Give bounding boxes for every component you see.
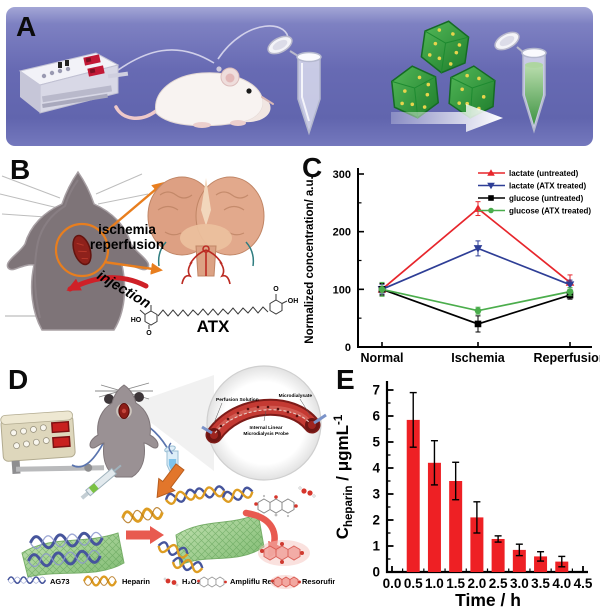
ampliflu-icon bbox=[197, 576, 227, 588]
microdialysis-probe-inset: Perfusion Solution Microdialysate Intern… bbox=[201, 365, 327, 481]
nanosheet-product-icon bbox=[175, 512, 265, 566]
svg-text:7: 7 bbox=[372, 383, 380, 398]
inset-probe-label-line1: Internal Linear bbox=[249, 425, 282, 431]
panel-b-label: B bbox=[10, 154, 31, 185]
line-chart-svg: 0 100 200 300 Normal Ischemia Reperfusion Norma… bbox=[304, 168, 600, 365]
resorufin-icon bbox=[258, 540, 310, 566]
svg-text:0.0: 0.0 bbox=[383, 576, 402, 591]
atx-name-label: ATX bbox=[197, 317, 230, 336]
legend-label: Resorufin bbox=[302, 577, 335, 586]
legend-label: Ampliflu Red bbox=[230, 577, 277, 586]
svg-text:4.5: 4.5 bbox=[574, 576, 593, 591]
svg-text:4.0: 4.0 bbox=[552, 576, 571, 591]
atx-ho-label: HO bbox=[131, 317, 142, 324]
inset-probe-label-line2: Microdialysis Probe bbox=[243, 431, 289, 437]
svg-text:3.5: 3.5 bbox=[531, 576, 550, 591]
panel-d-label: D bbox=[8, 364, 29, 395]
svg-text:100: 100 bbox=[333, 284, 351, 296]
svg-text:5: 5 bbox=[372, 435, 380, 450]
legend-item-heparin: Heparin bbox=[82, 575, 150, 587]
panel-a-label: A bbox=[16, 11, 37, 42]
mouse-head-icon bbox=[0, 170, 150, 331]
ischemia-label-line1: ischemia bbox=[98, 222, 156, 237]
expansion-arrows bbox=[102, 182, 165, 275]
collection-tube-empty-icon bbox=[267, 35, 322, 136]
blue-helix-icon bbox=[7, 576, 47, 585]
inset-perfusion-label: Perfusion Solution bbox=[216, 397, 259, 403]
atx-structure: HO O O OH ATX bbox=[131, 286, 299, 337]
svg-text:0.5: 0.5 bbox=[404, 576, 423, 591]
mof-crystal-icon bbox=[420, 20, 470, 74]
legend-item-ampliflu: Ampliflu Red bbox=[197, 576, 277, 588]
ampliflu-red-icon bbox=[254, 494, 298, 518]
svg-text:200: 200 bbox=[333, 227, 351, 239]
svg-text:4: 4 bbox=[372, 461, 380, 476]
atx-o-left-label: O bbox=[146, 330, 152, 337]
mouse-top-icon bbox=[89, 382, 159, 478]
h2o2-icon bbox=[163, 577, 179, 587]
svg-text:glucose (ATX treated): glucose (ATX treated) bbox=[509, 207, 591, 216]
svg-text:1: 1 bbox=[372, 539, 380, 554]
svg-text:3.0: 3.0 bbox=[510, 576, 529, 591]
legend-label: AG73 bbox=[50, 577, 70, 586]
svg-text:lactate (ATX treated): lactate (ATX treated) bbox=[509, 182, 587, 191]
atx-o-right-label: O bbox=[273, 286, 279, 293]
down-arrow-icon bbox=[156, 463, 185, 499]
panel-b-illustration: ischemia reperfusion injection HO O O OH… bbox=[0, 170, 299, 337]
svg-text:2.5: 2.5 bbox=[489, 576, 508, 591]
svg-text:Reperfusion: Reperfusion bbox=[534, 351, 600, 365]
svg-text:0: 0 bbox=[345, 342, 351, 354]
orange-helix-icon bbox=[82, 575, 118, 587]
reaction-arrow-icon bbox=[126, 526, 164, 544]
panel-e-label: E bbox=[336, 364, 355, 395]
svg-text:Cheparin / μgmL-1: Cheparin / μgmL-1 bbox=[333, 414, 355, 539]
wound-icon bbox=[72, 234, 92, 266]
heparin-helix-icon bbox=[120, 505, 165, 525]
panel-a-illustration bbox=[18, 20, 547, 136]
svg-text:Time / h: Time / h bbox=[455, 590, 521, 610]
magnifier-cone bbox=[128, 375, 214, 471]
mof-crystal-icon bbox=[390, 65, 440, 119]
syringe-pump-icon bbox=[18, 52, 129, 114]
legend-label: H₂O₂ bbox=[182, 577, 200, 586]
svg-text:300: 300 bbox=[333, 169, 351, 181]
panel-d-illustration: Perfusion Solution Microdialysate Intern… bbox=[0, 365, 335, 589]
resorufin-icon-small bbox=[270, 575, 301, 589]
legend-item-resorufin: Resorufin bbox=[270, 575, 335, 589]
svg-text:2: 2 bbox=[372, 513, 380, 528]
panel-d-legend: AG73 Heparin H₂O₂ bbox=[7, 575, 335, 589]
svg-text:1.0: 1.0 bbox=[425, 576, 444, 591]
svg-text:Ischemia: Ischemia bbox=[451, 351, 506, 365]
collection-tube-green-icon bbox=[494, 31, 547, 134]
svg-text:6: 6 bbox=[372, 409, 380, 424]
highlight-circle bbox=[54, 222, 110, 278]
inset-dialysate-label: Microdialysate bbox=[279, 393, 313, 399]
microdialysis-pump-icon bbox=[0, 410, 105, 475]
ischemia-label-line2: reperfusion bbox=[90, 237, 164, 252]
syringe-icon bbox=[80, 464, 122, 500]
svg-text:Normal: Normal bbox=[360, 351, 403, 365]
svg-text:Normalized concentration/ a.u.: Normalized concentration/ a.u. bbox=[304, 176, 316, 343]
h2o2-molecule-icon bbox=[298, 486, 316, 498]
svg-text:1.5: 1.5 bbox=[446, 576, 465, 591]
legend-label: Heparin bbox=[122, 577, 150, 586]
panel-c-label: C bbox=[302, 152, 323, 183]
mouse-icon bbox=[114, 66, 274, 128]
transform-arrow-icon bbox=[391, 104, 503, 132]
panel-a: A bbox=[6, 7, 593, 146]
injection-arrow-icon bbox=[66, 275, 149, 292]
svg-text:3: 3 bbox=[372, 487, 380, 502]
atx-oh-label: OH bbox=[288, 298, 299, 305]
svg-text:2.0: 2.0 bbox=[467, 576, 486, 591]
svg-text:glucose (untreated): glucose (untreated) bbox=[509, 194, 584, 203]
nanosheet-ag73-icon bbox=[21, 530, 125, 578]
svg-text:lactate (untreated): lactate (untreated) bbox=[509, 169, 579, 178]
legend-item-ag73: AG73 bbox=[7, 576, 70, 586]
bar-chart-svg: 0 1 2 3 4 5 6 7 0.0 0.5 1.0 1.5 2.0 2.5 3.0 3.5 4.0 4.5 Ti… bbox=[333, 381, 593, 610]
svg-text:0: 0 bbox=[372, 565, 380, 580]
tubing-lines bbox=[105, 25, 289, 80]
brain-icon bbox=[147, 176, 265, 285]
legend-item-h2o2: H₂O₂ bbox=[163, 577, 200, 587]
